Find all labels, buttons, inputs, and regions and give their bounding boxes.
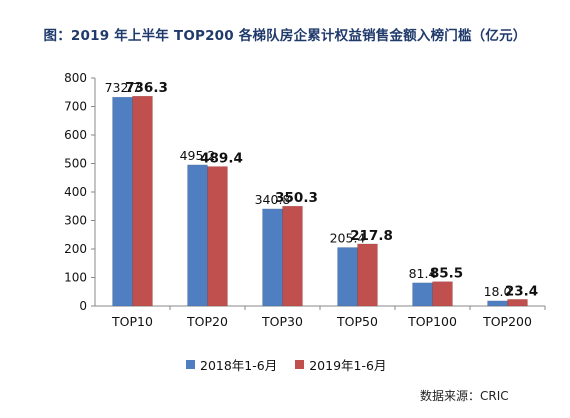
x-axis-ticks: TOP10 TOP20 TOP30 TOP50 TOP100 TOP200 <box>111 306 546 329</box>
y-tick-label: 400 <box>64 185 87 199</box>
bar-2019 <box>432 281 453 307</box>
data-label-2018: 18.0 <box>484 284 512 299</box>
x-tick-label: TOP20 <box>186 314 228 329</box>
x-tick-label: TOP50 <box>336 314 378 329</box>
bar-2018 <box>187 164 208 307</box>
data-label-2019: 736.3 <box>125 80 168 96</box>
data-label-2018: 495.2 <box>180 148 216 163</box>
y-tick-label: 200 <box>64 242 87 256</box>
x-tick-label: TOP200 <box>482 314 532 329</box>
bar-2018 <box>337 247 358 307</box>
y-tick-label: 600 <box>64 128 87 142</box>
y-axis-ticks: 0 100 200 300 400 500 600 700 800 <box>64 71 95 313</box>
x-tick-label: TOP30 <box>261 314 303 329</box>
y-tick-label: 700 <box>64 100 87 114</box>
chart-axes <box>94 78 545 307</box>
chart-title: 图：2019 年上半年 TOP200 各梯队房企累计权益销售金额入榜门槛（亿元） <box>43 28 527 44</box>
data-label-2018: 81.4 <box>409 266 437 281</box>
x-tick-label: TOP100 <box>407 314 457 329</box>
bar-2018 <box>112 96 133 307</box>
bar-2019 <box>357 243 378 307</box>
chart-bars <box>112 95 528 307</box>
legend-label-2019: 2019年1-6月 <box>309 358 387 373</box>
data-labels: 732.7 495.2 340.8 205.4 81.4 18.0 736.3 489.4 35… <box>105 80 539 299</box>
data-label-2019: 85.5 <box>430 266 463 282</box>
y-tick-label: 800 <box>64 71 87 85</box>
legend-swatch-2019 <box>295 360 305 369</box>
legend-label-2018: 2018年1-6月 <box>200 358 278 373</box>
data-label-2019: 489.4 <box>200 151 243 167</box>
y-tick-label: 100 <box>64 271 87 285</box>
y-tick-label: 0 <box>79 299 87 313</box>
legend-swatch-2018 <box>186 360 195 369</box>
data-label-2018: 205.4 <box>330 230 366 245</box>
legend-item-2019: 2019年1-6月 <box>295 355 386 374</box>
data-label-2019: 217.8 <box>350 228 393 244</box>
bar-2019 <box>507 299 528 307</box>
bar-2019 <box>132 95 153 307</box>
data-label-2018: 340.8 <box>255 192 291 207</box>
x-tick-label: TOP10 <box>111 314 153 329</box>
y-tick-label: 500 <box>64 157 87 171</box>
data-label-2018: 732.7 <box>105 80 141 95</box>
data-source: 数据来源：CRIC <box>420 389 509 403</box>
chart-legend: 2018年1-6月 2019年1-6月 <box>186 355 404 374</box>
bar-2019 <box>207 166 228 307</box>
data-label-2019: 23.4 <box>505 283 538 299</box>
bar-2018 <box>412 282 433 307</box>
y-tick-label: 300 <box>64 214 87 228</box>
bar-2018 <box>262 208 283 307</box>
bar-2019 <box>282 205 303 307</box>
bar-2018 <box>487 300 508 307</box>
legend-item-2018: 2018年1-6月 <box>186 355 277 374</box>
data-label-2019: 350.3 <box>275 190 318 206</box>
